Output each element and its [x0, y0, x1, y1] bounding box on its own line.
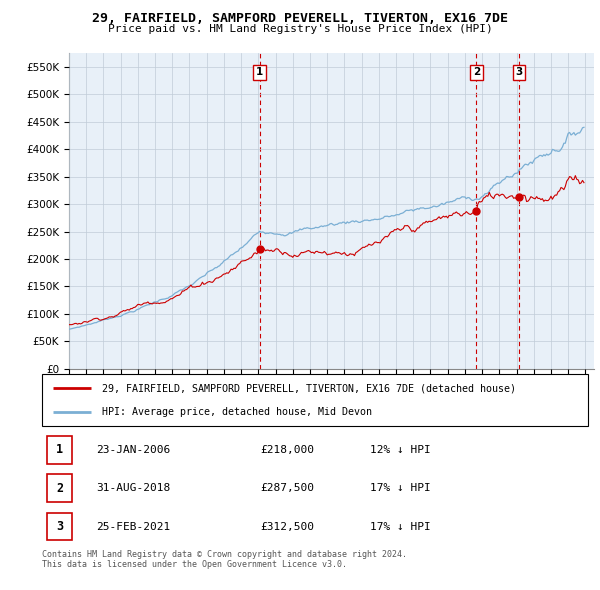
Text: 1: 1	[56, 443, 64, 457]
Text: 17% ↓ HPI: 17% ↓ HPI	[370, 522, 430, 532]
Bar	[47, 474, 72, 502]
Text: 2: 2	[473, 67, 480, 77]
Text: 23-JAN-2006: 23-JAN-2006	[97, 445, 171, 455]
Text: Price paid vs. HM Land Registry's House Price Index (HPI): Price paid vs. HM Land Registry's House …	[107, 24, 493, 34]
Text: £218,000: £218,000	[260, 445, 314, 455]
Text: HPI: Average price, detached house, Mid Devon: HPI: Average price, detached house, Mid …	[102, 407, 372, 417]
Text: 1: 1	[256, 67, 263, 77]
Text: 25-FEB-2021: 25-FEB-2021	[97, 522, 171, 532]
Text: £312,500: £312,500	[260, 522, 314, 532]
Text: 29, FAIRFIELD, SAMPFORD PEVERELL, TIVERTON, EX16 7DE: 29, FAIRFIELD, SAMPFORD PEVERELL, TIVERT…	[92, 12, 508, 25]
Bar	[47, 513, 72, 540]
Bar	[47, 436, 72, 464]
Text: 2: 2	[56, 481, 64, 495]
Text: 12% ↓ HPI: 12% ↓ HPI	[370, 445, 430, 455]
Text: Contains HM Land Registry data © Crown copyright and database right 2024.
This d: Contains HM Land Registry data © Crown c…	[42, 550, 407, 569]
Text: 3: 3	[56, 520, 64, 533]
Text: 31-AUG-2018: 31-AUG-2018	[97, 483, 171, 493]
Text: 17% ↓ HPI: 17% ↓ HPI	[370, 483, 430, 493]
Text: 3: 3	[515, 67, 523, 77]
Text: £287,500: £287,500	[260, 483, 314, 493]
Text: 29, FAIRFIELD, SAMPFORD PEVERELL, TIVERTON, EX16 7DE (detached house): 29, FAIRFIELD, SAMPFORD PEVERELL, TIVERT…	[102, 383, 516, 393]
